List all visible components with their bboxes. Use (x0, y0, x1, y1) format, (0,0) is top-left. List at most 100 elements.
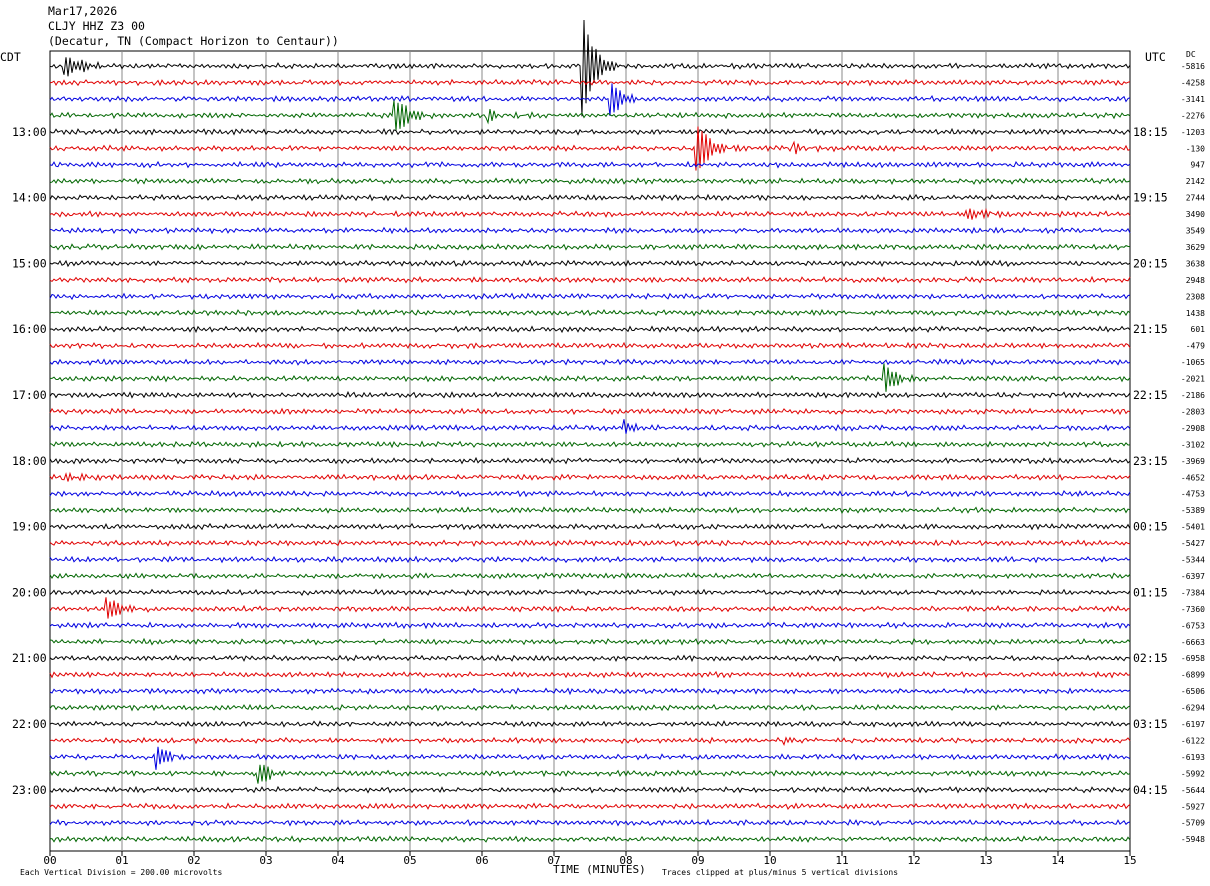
trace-18 (49, 358, 1131, 366)
left-hour-label: 13:00 (12, 125, 47, 139)
x-tick-label: 00 (43, 854, 56, 867)
dc-offset-label: -6506 (1181, 687, 1205, 696)
x-tick-label: 07 (547, 854, 560, 867)
x-tick-label: 04 (331, 854, 345, 867)
trace-36 (49, 654, 1131, 663)
trace-4 (49, 127, 1131, 136)
dc-offset-label: -6294 (1181, 704, 1205, 713)
dc-offset-label: -6122 (1181, 736, 1205, 745)
left-hour-label: 17:00 (12, 388, 47, 402)
trace-12 (49, 259, 1131, 268)
trace-38 (49, 687, 1131, 696)
dc-offset-label: 3490 (1186, 210, 1205, 219)
dc-offset-label: -2908 (1181, 424, 1205, 433)
trace-23 (49, 440, 1131, 449)
dc-offset-label: 2948 (1186, 276, 1205, 285)
right-hour-label: 22:15 (1133, 388, 1168, 402)
trace-34 (49, 621, 1131, 630)
trace-11 (49, 243, 1131, 251)
dc-offset-label: -5644 (1181, 786, 1205, 795)
x-tick-label: 01 (115, 854, 128, 867)
trace-20 (49, 390, 1131, 399)
dc-offset-label: 601 (1191, 325, 1206, 334)
x-tick-label: 12 (907, 854, 920, 867)
right-hour-label: 04:15 (1133, 783, 1168, 797)
x-axis-label: TIME (MINUTES) (553, 863, 646, 876)
dc-offset-label: -5948 (1181, 835, 1205, 844)
trace-3 (49, 100, 1131, 131)
dc-offset-label: -2276 (1181, 111, 1205, 120)
trace-32 (49, 588, 1131, 597)
x-tick-label: 10 (763, 854, 776, 867)
dc-offset-label: -2021 (1181, 375, 1205, 384)
left-hour-label: 20:00 (12, 585, 47, 599)
right-hour-label: 03:15 (1133, 717, 1168, 731)
dc-offset-label: -6193 (1181, 753, 1205, 762)
trace-13 (49, 275, 1131, 284)
trace-2 (49, 83, 1131, 116)
trace-15 (49, 308, 1131, 317)
trace-0 (49, 19, 1131, 117)
trace-29 (49, 539, 1131, 547)
trace-25 (49, 471, 1131, 482)
trace-26 (49, 489, 1131, 498)
trace-33 (49, 597, 1131, 619)
trace-7 (49, 177, 1131, 186)
trace-17 (49, 341, 1131, 350)
dc-offset-label: 2744 (1186, 194, 1205, 203)
trace-31 (49, 572, 1131, 580)
dc-offset-label: 3549 (1186, 227, 1205, 236)
trace-14 (49, 292, 1131, 301)
x-tick-label: 05 (403, 854, 416, 867)
dc-column-header: DC (1186, 50, 1196, 59)
x-tick-label: 13 (979, 854, 992, 867)
dc-offset-label: 3638 (1186, 259, 1205, 268)
dc-offset-label: 947 (1191, 161, 1206, 170)
trace-37 (49, 670, 1131, 679)
division-note: Each Vertical Division = 200.00 microvol… (20, 868, 223, 877)
right-timezone-label: UTC (1145, 50, 1166, 64)
dc-offset-label: 2308 (1186, 292, 1205, 301)
dc-offset-label: -6397 (1181, 572, 1205, 581)
dc-offset-label: -6663 (1181, 638, 1205, 647)
header-station: CLJY HHZ Z3 00 (48, 19, 145, 33)
trace-27 (49, 506, 1131, 514)
left-hour-label: 23:00 (12, 783, 47, 797)
dc-offset-label: -6197 (1181, 720, 1205, 729)
dc-offset-label: -1065 (1181, 358, 1205, 367)
left-hour-label: 22:00 (12, 717, 47, 731)
dc-offset-label: 3629 (1186, 243, 1205, 252)
trace-46 (49, 818, 1131, 827)
trace-22 (49, 419, 1131, 434)
right-hour-label: 00:15 (1133, 520, 1168, 534)
x-tick-label: 03 (259, 854, 272, 867)
trace-39 (49, 703, 1131, 712)
dc-offset-label: -130 (1186, 144, 1205, 153)
dc-offset-label: -3102 (1181, 440, 1205, 449)
trace-10 (49, 226, 1131, 235)
dc-offset-label: -7360 (1181, 605, 1205, 614)
trace-47 (49, 835, 1131, 843)
dc-offset-label: -5389 (1181, 506, 1205, 515)
trace-30 (49, 555, 1131, 564)
x-tick-label: 06 (475, 854, 488, 867)
x-tick-label: 11 (835, 854, 848, 867)
trace-19 (50, 363, 1131, 392)
x-tick-label: 15 (1123, 854, 1136, 867)
trace-41 (49, 736, 1131, 746)
trace-35 (49, 637, 1131, 646)
right-hour-label: 23:15 (1133, 454, 1168, 468)
plot-frame (49, 50, 1131, 852)
left-hour-label: 14:00 (12, 191, 47, 205)
x-tick-label: 08 (619, 854, 632, 867)
trace-1 (49, 78, 1131, 87)
right-hour-label: 01:15 (1133, 585, 1168, 599)
left-hour-label: 16:00 (12, 322, 47, 336)
trace-9 (49, 207, 1131, 220)
dc-offset-label: -4652 (1181, 473, 1205, 482)
trace-21 (49, 407, 1131, 416)
trace-42 (49, 746, 1131, 770)
trace-40 (49, 720, 1131, 728)
dc-offset-label: -6958 (1181, 654, 1205, 663)
